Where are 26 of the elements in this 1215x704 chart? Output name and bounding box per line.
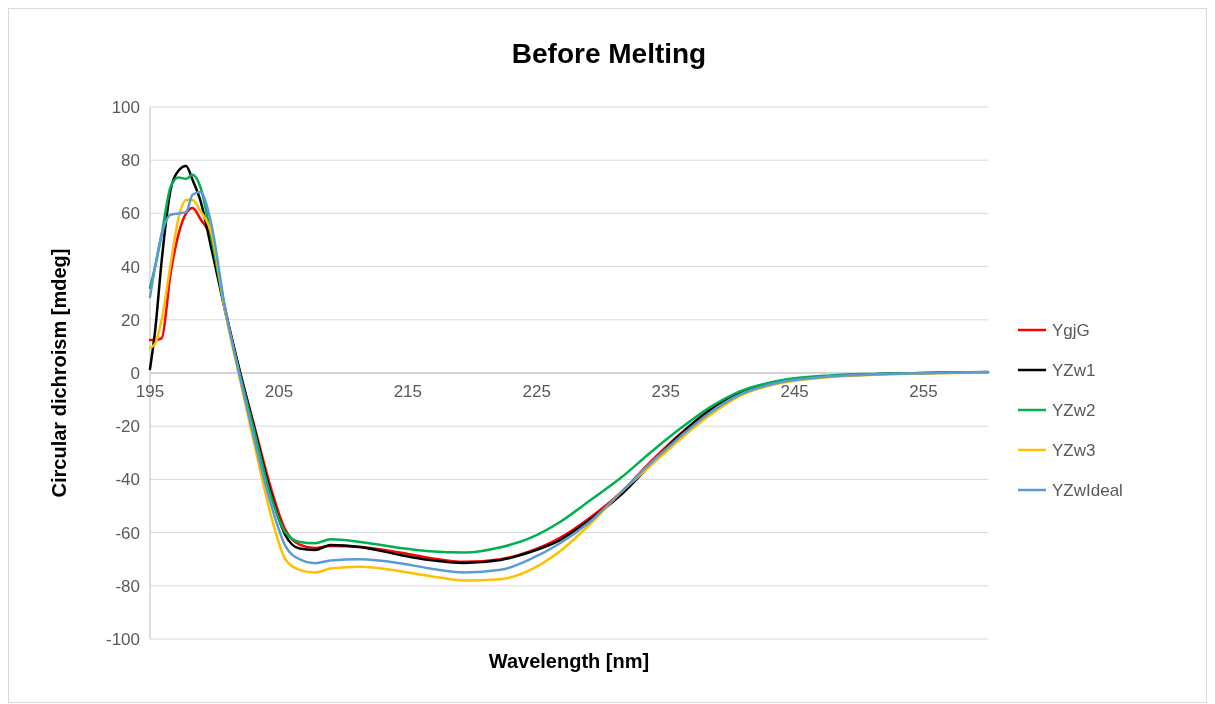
y-tick-label: 40 — [121, 257, 140, 277]
y-tick-label: 100 — [111, 97, 140, 117]
y-tick-label: 80 — [121, 151, 140, 171]
y-tick-label: -100 — [105, 629, 140, 649]
x-tick-label: 215 — [393, 382, 423, 401]
chart-title: Before Melting — [511, 38, 707, 69]
legend-label: YgjG — [1052, 320, 1090, 340]
y-tick-label: 0 — [130, 363, 140, 383]
y-tick-label: -20 — [115, 417, 140, 437]
x-tick-label: 195 — [135, 382, 165, 401]
x-tick-label: 245 — [780, 382, 809, 401]
y-tick-label: -40 — [115, 470, 140, 490]
x-tick-label: 235 — [651, 382, 680, 401]
legend-label: YZw2 — [1052, 400, 1096, 420]
legend-label: YZwIdeal — [1052, 480, 1123, 500]
legend-label: YZw3 — [1052, 440, 1096, 460]
y-tick-label: -60 — [115, 523, 140, 543]
x-axis-title: Wavelength [nm] — [488, 650, 650, 672]
y-tick-label: 20 — [121, 310, 140, 330]
x-tick-label: 205 — [264, 382, 294, 401]
y-tick-label: -80 — [115, 576, 140, 596]
y-tick-label: 60 — [121, 204, 140, 224]
y-axis-title: Circular dichroism [mdeg] — [48, 248, 70, 498]
legend-label: YZw1 — [1052, 360, 1096, 380]
x-tick-label: 225 — [522, 382, 551, 401]
x-tick-label: 255 — [909, 382, 938, 401]
